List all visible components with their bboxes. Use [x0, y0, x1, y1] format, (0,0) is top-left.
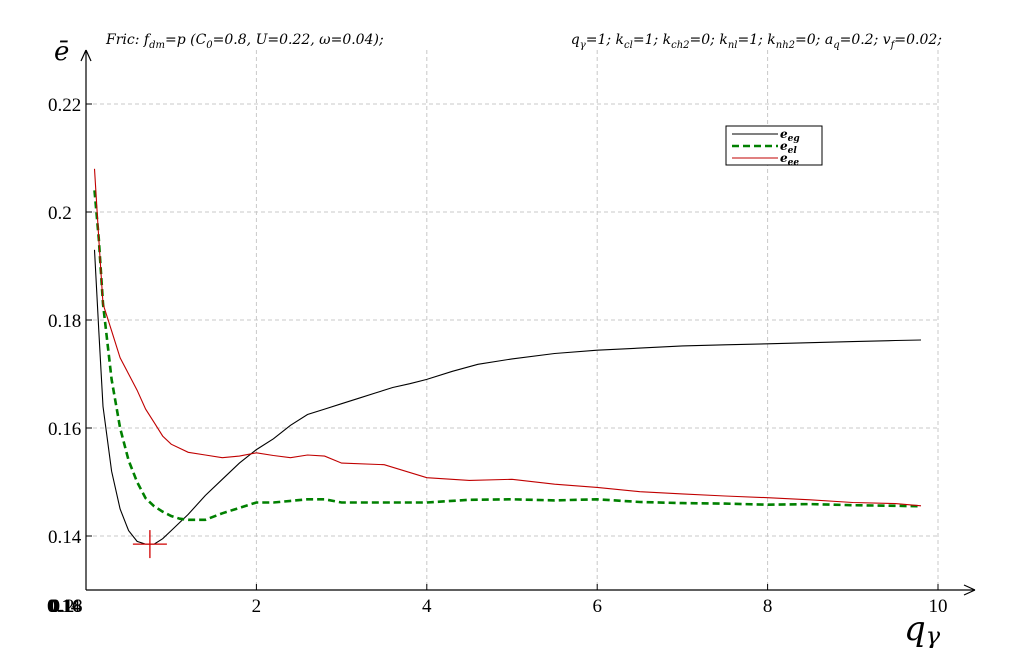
- axes: [80, 49, 976, 596]
- origin-tick-label-1: 0.16: [48, 596, 81, 617]
- x-axis-label: qγ: [904, 609, 941, 648]
- y-tick-label-0.18: 0.18: [48, 311, 81, 332]
- x-tick-label-4: 4: [422, 596, 432, 617]
- y-tick-label-0.16: 0.16: [48, 419, 81, 440]
- series-layer: [93, 168, 922, 559]
- series-line-ee: [93, 168, 922, 507]
- y-axis-label: ē: [54, 37, 69, 67]
- legend-label-el: eel: [780, 139, 797, 156]
- y-tick-label-0.22: 0.22: [48, 95, 81, 116]
- x-tick-label-2: 2: [252, 596, 262, 617]
- series-line-el: [93, 190, 922, 522]
- origin-tick-overlap: 0.140.160.180.2: [47, 596, 83, 617]
- legend-box: [725, 125, 823, 166]
- origin-tick-label-0: 0.14: [47, 596, 81, 617]
- origin-tick-label-2: 0.18: [49, 596, 82, 617]
- y-tick-label-0.2: 0.2: [48, 203, 72, 224]
- x-axis-arrow: [963, 584, 976, 596]
- x-tick-label-8: 8: [763, 596, 773, 617]
- series-line-eg: [93, 249, 922, 545]
- legend-label-ee: eee: [780, 151, 799, 168]
- origin-tick-label-3: 0.2: [51, 596, 75, 617]
- y-axis-arrow: [80, 49, 92, 62]
- x-tick-label-10: 10: [929, 596, 948, 617]
- legend: eeg eel eee: [725, 125, 823, 168]
- x-tick-label-6: 6: [592, 596, 602, 617]
- grid: [86, 50, 939, 590]
- ticks: 2 4 6 8 100.140.160.180.20.22: [48, 95, 948, 617]
- top-right-parameters: qγ=1; kcl=1; kch2=0; knl=1; knh2=0; aq=0…: [571, 32, 942, 51]
- top-left-parameters: Fric: fdm=p (C0=0.8, U=0.22, ω=0.04);: [105, 32, 384, 51]
- legend-label-eg: eeg: [780, 127, 800, 144]
- y-tick-label-0.14: 0.14: [48, 527, 82, 548]
